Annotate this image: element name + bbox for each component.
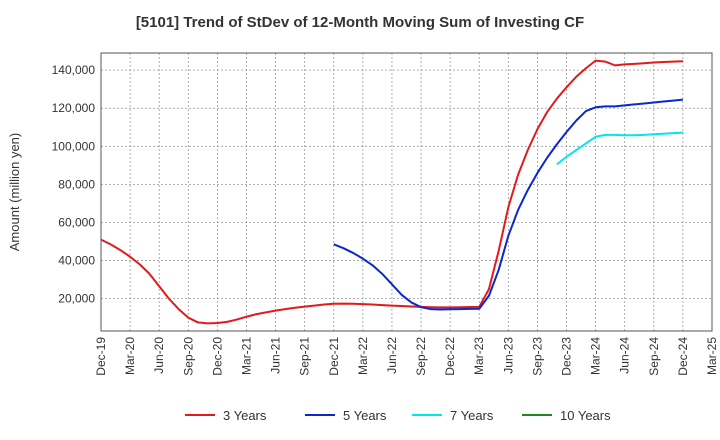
x-tick-label: Dec-19 — [94, 337, 108, 376]
legend-label: 5 Years — [343, 408, 387, 423]
x-tick-label: Sep-22 — [414, 337, 428, 376]
x-tick-label: Mar-22 — [356, 337, 370, 375]
x-tick-label: Sep-21 — [298, 337, 312, 376]
x-tick-label: Dec-23 — [560, 337, 574, 376]
y-tick-label: 80,000 — [58, 177, 95, 191]
legend-label: 7 Years — [450, 408, 494, 423]
x-tick-label: Jun-23 — [501, 337, 515, 374]
y-tick-label: 120,000 — [52, 101, 96, 115]
y-tick-label: 100,000 — [52, 139, 96, 153]
y-axis-ticks: 20,000 40,000 60,000 80,000 100,000 120,000 14… — [52, 63, 96, 305]
plot-frame — [100, 52, 713, 332]
series-line-3 — [556, 131, 683, 166]
x-tick-label: Mar-21 — [239, 337, 253, 375]
x-tick-label: Sep-20 — [181, 337, 195, 376]
x-tick-label: Dec-24 — [676, 337, 690, 376]
x-tick-label: Sep-23 — [530, 337, 544, 376]
x-tick-label: Jun-24 — [618, 337, 632, 374]
y-axis-label: Amount (million yen) — [7, 133, 22, 252]
x-tick-label: Dec-21 — [327, 337, 341, 376]
x-tick-label: Jun-22 — [385, 337, 399, 374]
y-tick-label: 140,000 — [52, 63, 96, 77]
chart-title: [5101] Trend of StDev of 12-Month Moving… — [135, 14, 585, 31]
series-line-2 — [333, 98, 683, 311]
x-tick-label: Mar-24 — [589, 337, 603, 375]
x-axis-ticks: Dec-19 Mar-20 Jun-20 Sep-20 Dec-20 Mar-21 Jun-… — [94, 337, 719, 376]
y-tick-label: 40,000 — [58, 254, 95, 268]
x-tick-label: Jun-21 — [269, 337, 283, 374]
y-tick-label: 20,000 — [58, 292, 95, 306]
x-tick-label: Mar-25 — [705, 337, 719, 375]
x-tick-label: Sep-24 — [647, 337, 661, 376]
x-tick-label: Mar-20 — [123, 337, 137, 375]
x-tick-label: Mar-23 — [472, 337, 486, 375]
series-line-1 — [100, 59, 683, 325]
x-tick-label: Dec-22 — [443, 337, 457, 376]
legend-label: 3 Years — [223, 408, 267, 423]
x-tick-label: Dec-20 — [210, 337, 224, 376]
x-tick-label: Jun-20 — [152, 337, 166, 374]
y-tick-label: 60,000 — [58, 215, 95, 229]
legend: 3 Years 5 Years 7 Years 10 Years — [185, 408, 611, 423]
plot-area — [101, 53, 712, 331]
series-lines — [100, 59, 683, 325]
legend-label: 10 Years — [560, 408, 611, 423]
